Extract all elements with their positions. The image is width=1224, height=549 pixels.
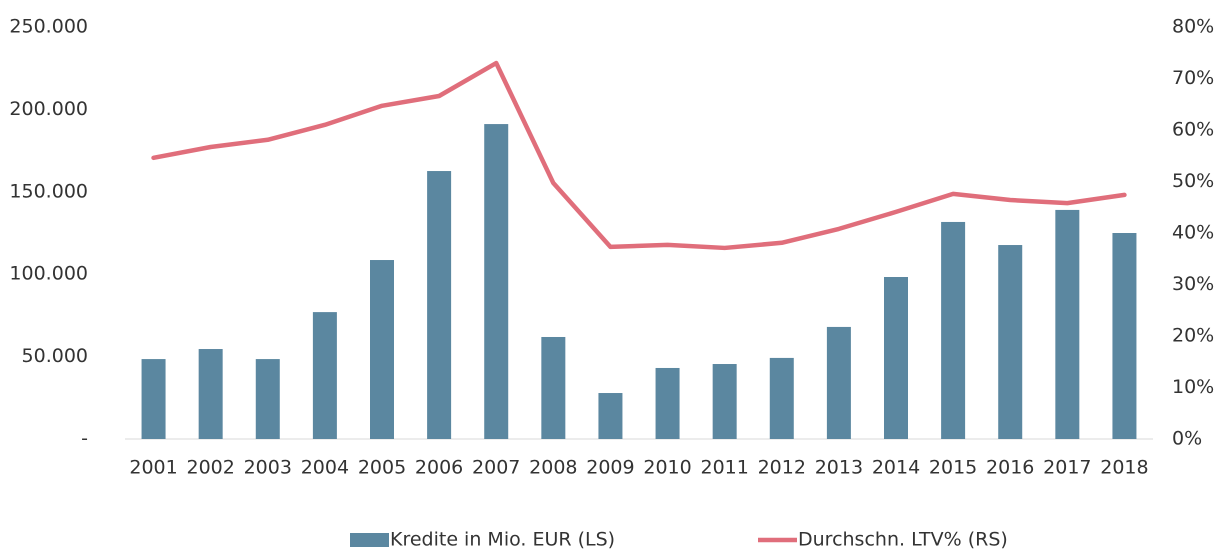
bar [141,359,166,439]
bar [712,364,737,439]
y2-tick-label: 70% [1172,67,1214,89]
x-tick-label: 2014 [872,457,920,479]
x-tick-label: 2013 [815,457,863,479]
line [151,60,1127,251]
y2-tick-label: 80% [1172,16,1214,38]
bar [769,357,794,439]
bar [598,393,623,439]
y-tick-label: 200.000 [9,98,88,120]
y2-tick-label: 30% [1172,273,1214,295]
bar [941,221,966,439]
bar [998,245,1023,439]
y2-tick-label: 40% [1172,222,1214,244]
bar [541,336,566,439]
x-tick-label: 2005 [358,457,406,479]
y-tick-label: - [81,428,88,450]
bar [1055,209,1080,439]
x-tick-label: 2002 [186,457,234,479]
y2-tick-label: 10% [1172,376,1214,398]
x-tick-label: 2015 [929,457,977,479]
legend-label: Kredite in Mio. EUR (LS) [390,529,615,549]
legend-label: Durchschn. LTV% (RS) [798,529,1008,549]
y-tick-label: 150.000 [9,180,88,202]
x-tick-label: 2017 [1043,457,1091,479]
bar [312,312,337,439]
y-tick-label: 250.000 [9,16,88,38]
y2-tick-label: 50% [1172,170,1214,192]
bar [255,359,280,439]
x-tick-label: 2010 [643,457,691,479]
bar [655,367,680,439]
x-tick-label: 2006 [415,457,463,479]
y2-tick-label: 0% [1172,428,1202,450]
bar [370,260,394,439]
y-tick-label: 100.000 [9,263,88,285]
legend-swatch [350,533,389,547]
x-tick-label: 2004 [301,457,349,479]
x-tick-label: 2011 [700,457,748,479]
x-tick-label: 2003 [244,457,292,479]
x-tick-label: 2012 [758,457,806,479]
bar [1112,233,1137,439]
bar [484,124,509,439]
x-tick-label: 2018 [1100,457,1148,479]
y2-tick-label: 20% [1172,325,1214,347]
x-tick-label: 2007 [472,457,520,479]
y2-tick-label: 60% [1172,119,1214,141]
bar [884,277,908,439]
y-tick-label: 50.000 [22,345,88,367]
x-tick-label: 2001 [129,457,177,479]
x-tick-label: 2009 [586,457,634,479]
bar [826,326,851,439]
bar [198,349,223,439]
x-tick-label: 2008 [529,457,577,479]
x-tick-label: 2016 [986,457,1034,479]
bar [427,171,452,439]
